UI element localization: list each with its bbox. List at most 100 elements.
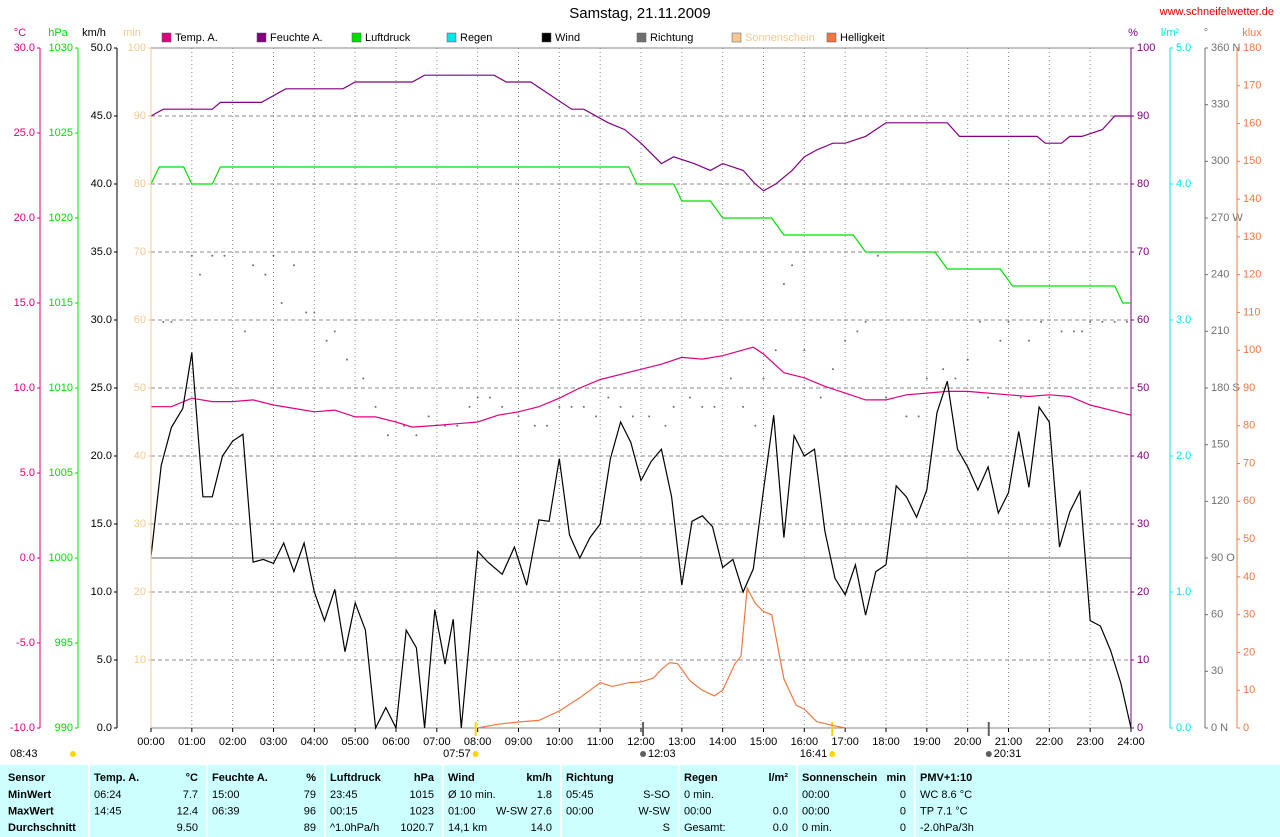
direction-dot [582,405,585,408]
y-tick-label: 40 [1137,450,1149,462]
annotation-label: 07:57 [443,748,471,760]
table-cell: 06:24 [94,789,122,801]
y-tick-label: 995 [55,637,73,649]
x-tick-label: 07:00 [423,736,451,748]
y-tick-label: 60 [1137,314,1149,326]
y-tick-label: 35.0 [91,246,112,258]
x-tick-label: 05:00 [341,736,369,748]
direction-dot [729,377,732,380]
y-tick-label: -10.0 [10,722,35,734]
y-tick-label: 50 [1243,533,1255,545]
y-tick-label: 0.0 [20,552,35,564]
table-cell: °C [186,772,198,784]
y-tick-label: 0 [1137,722,1143,734]
sun-icon [985,751,992,757]
x-tick-label: 14:00 [709,736,737,748]
y-tick-label: 80 [134,178,146,190]
direction-dot [162,320,165,323]
y-tick-label: 0.0 [1176,722,1191,734]
y-tick-label: 25.0 [14,127,35,139]
y-tick-label: 150 [1211,439,1229,451]
direction-dot [701,405,704,408]
direction-dot [333,330,336,333]
legend-swatch [826,32,837,43]
y-tick-label: 10.0 [91,586,112,598]
chart-title: Samstag, 21.11.2009 [569,5,711,22]
y-tick-label: 0.0 [97,722,112,734]
direction-dot [292,264,295,267]
y-tick-label: 1020 [49,212,73,224]
direction-dot [782,283,785,286]
table-cell: 00:15 [330,805,358,817]
y-tick-label: 110 [1243,306,1261,318]
direction-dot [856,330,859,333]
x-tick-label: 13:00 [668,736,696,748]
x-tick-label: 03:00 [260,736,288,748]
axis-unit: klux [1242,27,1262,39]
direction-dot [427,415,430,418]
direction-dot [476,396,479,399]
y-tick-label: 1015 [49,297,73,309]
sun-icon [472,751,479,757]
y-tick-label: 80 [1243,420,1255,432]
sun-icon [829,751,836,757]
x-tick-label: 19:00 [913,736,941,748]
x-tick-label: 18:00 [872,736,900,748]
y-tick-label: 60 [1211,609,1223,621]
y-tick-label: -5.0 [16,637,35,649]
legend-swatch [636,32,647,43]
direction-dot [619,405,622,408]
direction-dot [488,396,491,399]
direction-dot [607,396,610,399]
table-cell: 06:39 [212,805,240,817]
y-tick-label: 60 [134,314,146,326]
direction-dot [917,415,920,418]
direction-dot [689,396,691,399]
x-tick-label: 22:00 [1036,736,1064,748]
direction-dot [925,377,928,380]
direction-dot [1027,339,1030,342]
y-tick-label: 170 [1243,80,1261,92]
y-tick-label: 5.0 [97,654,112,666]
legend-label: Wind [555,32,580,44]
legend-label: Sonnenschein [745,32,815,44]
table-cell: 1023 [410,805,434,817]
table-cell: 00:00 [802,789,830,801]
direction-dot [1040,320,1043,323]
direction-dot [1125,320,1128,323]
direction-dot [844,339,847,342]
direction-dot [774,349,777,352]
table-cell: 0.0 [773,822,788,834]
y-tick-label: 1030 [49,42,73,54]
direction-dot [942,368,945,371]
table-cell: 00:00 [684,805,712,817]
y-tick-label: 1000 [49,552,73,564]
table-cell: 15:00 [212,789,240,801]
y-tick-label: 50.0 [91,42,112,54]
x-tick-label: 12:00 [627,736,655,748]
direction-dot [713,405,716,408]
direction-dot [313,311,316,314]
table-cell: % [306,772,316,784]
axis-unit: °C [14,27,26,39]
direction-dot [456,424,459,427]
legend-swatch [446,32,457,43]
y-tick-label: 30 [1211,665,1223,677]
direction-dot [1007,320,1010,323]
direction-dot [546,424,549,427]
legend-swatch [541,32,552,43]
y-tick-label: 120 [1211,495,1229,507]
table-cell: 89 [304,822,316,834]
table-cell: Luftdruck [330,772,382,784]
y-tick-label: 25.0 [91,382,112,394]
direction-dot [672,405,675,408]
table-cell: Temp. A. [94,772,139,784]
direction-dot [1072,330,1075,333]
y-tick-label: 990 [55,722,73,734]
legend-swatch [351,32,362,43]
x-tick-label: 23:00 [1076,736,1104,748]
direction-dot [346,358,348,361]
table-cell: l/m² [768,772,788,784]
y-tick-label: 160 [1243,117,1261,129]
sun-icon [640,751,647,757]
